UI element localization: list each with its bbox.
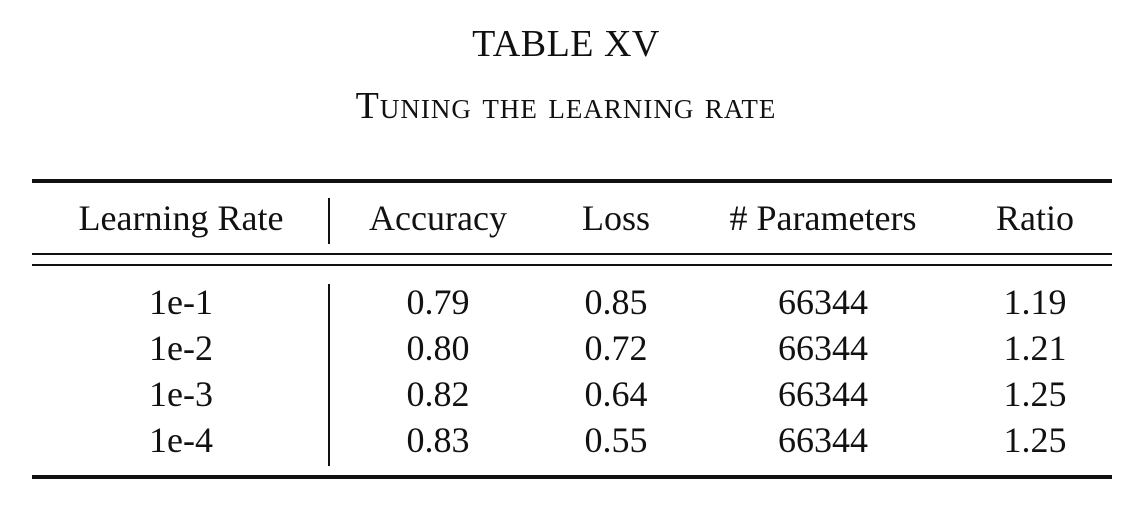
cell-learning-rate: 1e-2 <box>149 328 213 368</box>
cell-accuracy: 0.79 <box>406 282 470 322</box>
cell-ratio: 1.21 <box>1003 328 1067 368</box>
cell-loss: 0.64 <box>584 374 648 414</box>
table-number: TABLE XV <box>472 23 660 65</box>
header-rule-upper <box>32 253 1112 255</box>
header-accuracy: Accuracy <box>369 198 507 238</box>
cell-parameters: 66344 <box>778 328 868 368</box>
header-loss: Loss <box>581 198 650 238</box>
cell-parameters: 66344 <box>778 374 868 414</box>
column-separator-header <box>328 198 330 244</box>
cell-learning-rate: 1e-1 <box>149 282 213 322</box>
cell-accuracy: 0.83 <box>406 420 470 460</box>
cell-ratio: 1.19 <box>1003 282 1067 322</box>
header-learning-rate: Learning Rate <box>78 198 284 238</box>
cell-learning-rate: 1e-3 <box>149 374 213 414</box>
header-ratio: Ratio <box>996 198 1074 238</box>
cell-loss: 0.55 <box>584 420 648 460</box>
cell-accuracy: 0.82 <box>406 374 470 414</box>
cell-ratio: 1.25 <box>1003 420 1067 460</box>
cell-parameters: 66344 <box>778 420 868 460</box>
cell-parameters: 66344 <box>778 282 868 322</box>
cell-ratio: 1.25 <box>1003 374 1067 414</box>
header-parameters: # Parameters <box>729 198 917 238</box>
cell-learning-rate: 1e-4 <box>149 420 213 460</box>
top-rule <box>32 179 1112 183</box>
cell-accuracy: 0.80 <box>406 328 470 368</box>
column-separator-body <box>328 284 330 466</box>
bottom-rule <box>32 475 1112 479</box>
cell-loss: 0.85 <box>584 282 648 322</box>
table-caption: Tuning the learning rate <box>355 85 777 127</box>
header-rule-lower <box>32 264 1112 266</box>
cell-loss: 0.72 <box>584 328 648 368</box>
